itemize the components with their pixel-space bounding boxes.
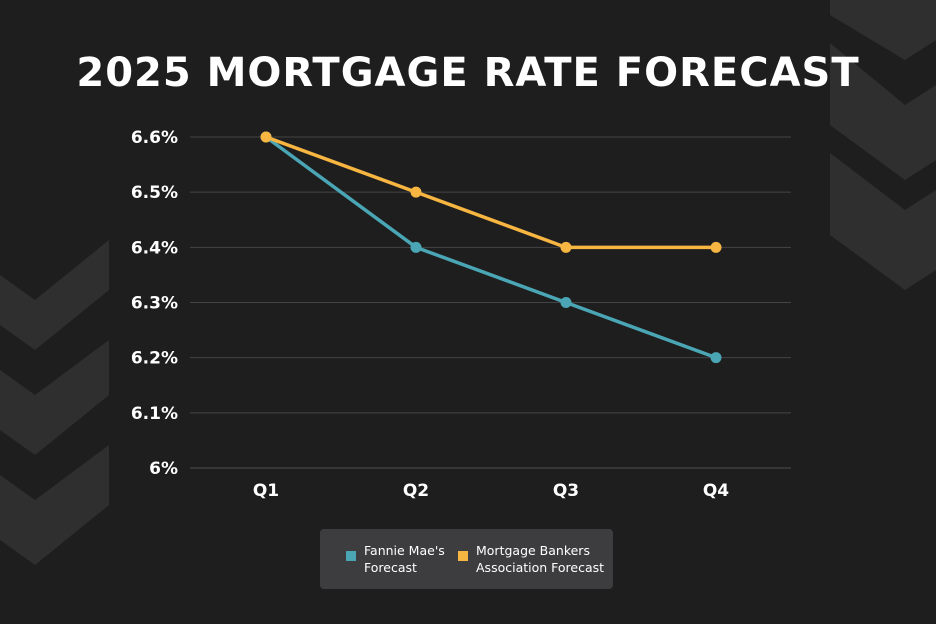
x-tick-label: Q2 [403,481,429,501]
legend: Fannie Mae's Forecast Mortgage Bankers A… [320,529,613,589]
data-point-series-1 [560,241,572,253]
chevron-shape [0,240,109,350]
y-tick-label: 6.2% [131,349,178,369]
legend-label-fannie-line2: Forecast [364,560,417,575]
x-tick-label: Q3 [553,481,579,501]
y-tick-label: 6% [149,459,178,479]
series-line-1 [264,135,718,250]
chevron-shape [830,0,936,60]
legend-swatch-fannie [346,551,356,561]
y-tick-label: 6.3% [131,294,178,314]
legend-label-fannie-line1: Fannie Mae's [364,543,445,558]
y-tick-label: 6.1% [131,404,178,424]
chevron-shape [830,153,936,290]
legend-label-mba-line1: Mortgage Bankers [476,543,590,558]
legend-swatch-mba [458,551,468,561]
y-tick-label: 6.5% [131,183,178,203]
x-axis-tick-labels: Q1 Q2 Q3 Q4 [253,481,729,501]
grid-lines [190,136,791,469]
x-tick-label: Q4 [703,481,729,501]
data-point-series-0 [710,352,722,364]
y-axis-tick-labels: 6% 6.1% 6.2% 6.3% 6.4% 6.5% 6.6% [131,128,178,479]
y-tick-label: 6.4% [131,238,178,258]
background-chevron-decoration [0,0,936,565]
series-lines [260,131,722,364]
chevron-shape [0,445,109,565]
x-tick-label: Q1 [253,481,279,501]
y-tick-label: 6.6% [131,128,178,148]
chevron-shape [0,340,109,455]
chevron-shape [830,43,936,180]
data-point-series-1 [410,186,422,198]
data-point-series-1 [710,241,722,253]
data-point-series-0 [410,241,422,253]
data-point-series-1 [260,131,272,143]
legend-label-mba-line2: Association Forecast [476,560,604,575]
series-line-0 [264,135,718,360]
data-point-series-0 [560,297,572,308]
chart-title: 2025 MORTGAGE RATE FORECAST [76,50,859,96]
